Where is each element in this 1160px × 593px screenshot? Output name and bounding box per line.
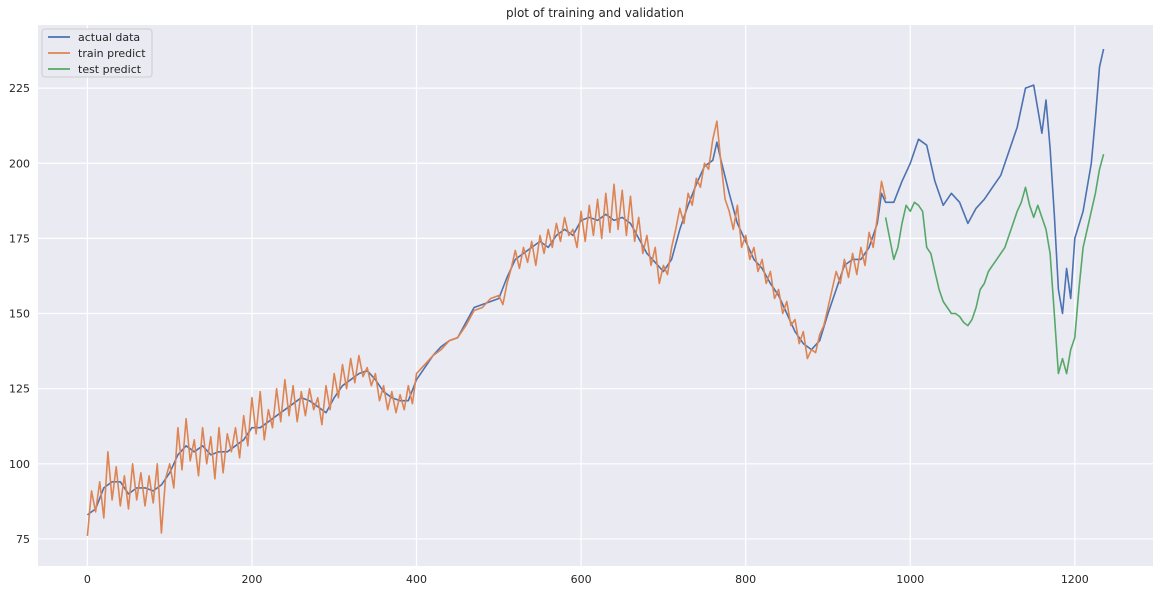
x-tick-label: 200: [241, 573, 262, 586]
y-tick-label: 100: [9, 458, 30, 471]
x-tick-label: 1000: [896, 573, 924, 586]
legend-label-train-predict: train predict: [78, 47, 146, 60]
x-tick-label: 600: [571, 573, 592, 586]
series-lines: [86, 48, 1105, 536]
plot-background: [38, 25, 1153, 566]
y-tick-label: 175: [9, 232, 30, 245]
y-tick-label: 75: [16, 533, 30, 546]
legend-label-actual-data: actual data: [78, 31, 140, 44]
y-axis: 75 100 125 150 175 200 225: [9, 82, 30, 546]
series-line-test-predict: [884, 153, 1105, 375]
chart-title: plot of training and validation: [506, 6, 684, 20]
x-tick-label: 1200: [1061, 573, 1089, 586]
x-tick-label: 800: [735, 573, 756, 586]
y-tick-label: 150: [9, 308, 30, 321]
grid: [38, 25, 1153, 566]
legend-frame: [41, 28, 153, 78]
y-tick-label: 225: [9, 82, 30, 95]
series-line-train-predict: [86, 120, 887, 536]
y-tick-label: 200: [9, 157, 30, 170]
legend-label-test-predict: test predict: [78, 63, 142, 76]
legend: actual data train predict test predict: [41, 28, 153, 78]
x-axis: 0 200 400 600 800 1000 1200: [84, 573, 1089, 586]
y-tick-label: 125: [9, 383, 30, 396]
x-tick-label: 400: [406, 573, 427, 586]
x-tick-label: 0: [84, 573, 91, 586]
